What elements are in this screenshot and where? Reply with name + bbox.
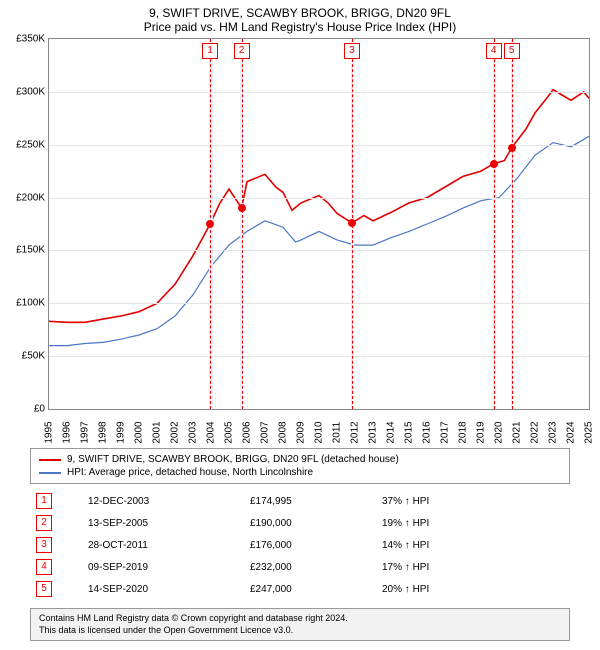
sale-pct: 19% ↑ HPI xyxy=(376,512,570,534)
footer-line1: Contains HM Land Registry data © Crown c… xyxy=(39,613,561,625)
legend-label: HPI: Average price, detached house, Nort… xyxy=(67,467,313,478)
x-tick-label: 2004 xyxy=(206,421,217,443)
x-tick-label: 2010 xyxy=(314,421,325,443)
legend-row: HPI: Average price, detached house, Nort… xyxy=(39,466,561,479)
legend: 9, SWIFT DRIVE, SCAWBY BROOK, BRIGG, DN2… xyxy=(30,448,570,484)
event-marker: 1 xyxy=(202,43,218,59)
x-tick-label: 2021 xyxy=(512,421,523,443)
legend-swatch xyxy=(39,459,61,461)
x-tick-label: 2018 xyxy=(458,421,469,443)
sale-point xyxy=(508,144,516,152)
y-tick-label: £150K xyxy=(16,245,49,256)
sale-date: 13-SEP-2005 xyxy=(82,512,244,534)
sale-pct: 20% ↑ HPI xyxy=(376,578,570,600)
sales-table: 1 12-DEC-2003£174,99537% ↑ HPI 2 13-SEP-200… xyxy=(30,490,570,600)
table-row: 4 09-SEP-2019£232,00017% ↑ HPI xyxy=(30,556,570,578)
x-tick-label: 1999 xyxy=(116,421,127,443)
x-tick-label: 2006 xyxy=(242,421,253,443)
x-tick-label: 2003 xyxy=(188,421,199,443)
y-tick-label: £350K xyxy=(16,34,49,45)
x-tick-label: 2020 xyxy=(494,421,505,443)
table-row: 3 28-OCT-2011£176,00014% ↑ HPI xyxy=(30,534,570,556)
event-marker: 4 xyxy=(486,43,502,59)
price-chart: £0£50K£100K£150K£200K£250K£300K£350K1995… xyxy=(48,38,590,410)
table-row: 1 12-DEC-2003£174,99537% ↑ HPI xyxy=(30,490,570,512)
table-row: 5 14-SEP-2020£247,00020% ↑ HPI xyxy=(30,578,570,600)
x-tick-label: 2014 xyxy=(386,421,397,443)
x-tick-label: 1997 xyxy=(80,421,91,443)
footer-note: Contains HM Land Registry data © Crown c… xyxy=(30,608,570,641)
x-tick-label: 2005 xyxy=(224,421,235,443)
sale-marker: 5 xyxy=(36,581,52,597)
x-tick-label: 2024 xyxy=(566,421,577,443)
sale-price: £247,000 xyxy=(244,578,376,600)
legend-row: 9, SWIFT DRIVE, SCAWBY BROOK, BRIGG, DN2… xyxy=(39,453,561,466)
sale-marker: 1 xyxy=(36,493,52,509)
x-tick-label: 1995 xyxy=(44,421,55,443)
series-property xyxy=(49,90,589,323)
x-tick-label: 1998 xyxy=(98,421,109,443)
sale-date: 09-SEP-2019 xyxy=(82,556,244,578)
page-subtitle: Price paid vs. HM Land Registry's House … xyxy=(0,20,600,38)
sale-price: £176,000 xyxy=(244,534,376,556)
x-tick-label: 2007 xyxy=(260,421,271,443)
sale-point xyxy=(490,160,498,168)
x-tick-label: 1996 xyxy=(62,421,73,443)
y-tick-label: £200K xyxy=(16,192,49,203)
sale-marker: 4 xyxy=(36,559,52,575)
sale-date: 28-OCT-2011 xyxy=(82,534,244,556)
sale-marker: 2 xyxy=(36,515,52,531)
x-tick-label: 2000 xyxy=(134,421,145,443)
y-tick-label: £0 xyxy=(34,404,49,415)
event-marker: 5 xyxy=(504,43,520,59)
x-tick-label: 2011 xyxy=(332,422,343,444)
x-tick-label: 2009 xyxy=(296,421,307,443)
y-tick-label: £300K xyxy=(16,86,49,97)
chart-lines xyxy=(49,39,589,409)
sale-marker: 3 xyxy=(36,537,52,553)
table-row: 2 13-SEP-2005£190,00019% ↑ HPI xyxy=(30,512,570,534)
y-tick-label: £50K xyxy=(22,351,49,362)
sale-date: 14-SEP-2020 xyxy=(82,578,244,600)
y-tick-label: £100K xyxy=(16,298,49,309)
x-tick-label: 2022 xyxy=(530,421,541,443)
sale-point xyxy=(206,220,214,228)
sale-pct: 37% ↑ HPI xyxy=(376,490,570,512)
x-tick-label: 2019 xyxy=(476,421,487,443)
x-tick-label: 2013 xyxy=(368,421,379,443)
x-tick-label: 2008 xyxy=(278,421,289,443)
sale-date: 12-DEC-2003 xyxy=(82,490,244,512)
legend-swatch xyxy=(39,472,61,474)
x-tick-label: 2002 xyxy=(170,421,181,443)
sale-price: £232,000 xyxy=(244,556,376,578)
sale-pct: 14% ↑ HPI xyxy=(376,534,570,556)
sale-price: £174,995 xyxy=(244,490,376,512)
y-tick-label: £250K xyxy=(16,139,49,150)
x-tick-label: 2012 xyxy=(350,421,361,443)
sale-point xyxy=(238,204,246,212)
event-marker: 2 xyxy=(234,43,250,59)
event-marker: 3 xyxy=(344,43,360,59)
page-title: 9, SWIFT DRIVE, SCAWBY BROOK, BRIGG, DN2… xyxy=(0,0,600,20)
x-tick-label: 2023 xyxy=(548,421,559,443)
x-tick-label: 2025 xyxy=(584,421,595,443)
x-tick-label: 2015 xyxy=(404,421,415,443)
sale-price: £190,000 xyxy=(244,512,376,534)
legend-label: 9, SWIFT DRIVE, SCAWBY BROOK, BRIGG, DN2… xyxy=(67,454,399,465)
x-tick-label: 2001 xyxy=(152,421,163,443)
x-tick-label: 2017 xyxy=(440,421,451,443)
x-tick-label: 2016 xyxy=(422,421,433,443)
footer-line2: This data is licensed under the Open Gov… xyxy=(39,625,561,637)
sale-point xyxy=(348,219,356,227)
sale-pct: 17% ↑ HPI xyxy=(376,556,570,578)
